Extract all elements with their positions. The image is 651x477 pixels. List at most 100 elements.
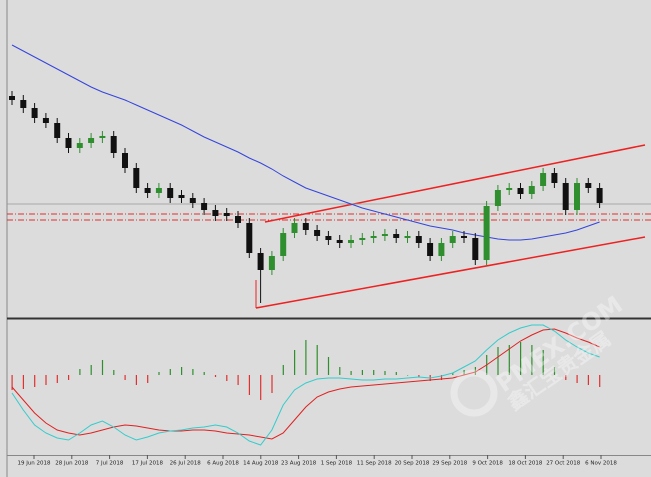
histogram-bar bbox=[45, 375, 47, 385]
candle-body bbox=[540, 173, 547, 186]
histogram-bar bbox=[350, 371, 352, 375]
candle-body bbox=[155, 188, 162, 193]
candle-body bbox=[449, 236, 456, 243]
candle-body bbox=[325, 236, 332, 240]
candle-body bbox=[494, 190, 501, 206]
candle-body bbox=[99, 136, 106, 138]
candle-body bbox=[167, 188, 174, 198]
histogram-bar bbox=[101, 360, 104, 375]
candle-body bbox=[144, 188, 151, 193]
candle-body bbox=[596, 188, 603, 203]
candle-body bbox=[20, 100, 27, 108]
candle-body bbox=[517, 188, 524, 194]
candle-body bbox=[427, 243, 434, 256]
histogram-bar bbox=[282, 365, 284, 375]
histogram-bar bbox=[11, 375, 13, 390]
x-tick-label: 6 Nov 2018 bbox=[585, 461, 617, 467]
histogram-bar bbox=[565, 375, 567, 380]
x-tick-label: 26 Jul 2018 bbox=[170, 461, 202, 467]
x-tick-label: 18 Oct 2018 bbox=[508, 461, 543, 467]
candle-body bbox=[31, 108, 38, 118]
candle-body bbox=[201, 203, 208, 210]
candle-body bbox=[280, 233, 287, 256]
histogram-bar bbox=[508, 345, 510, 375]
histogram-bar bbox=[497, 347, 499, 375]
histogram-bar bbox=[226, 375, 228, 381]
candle-body bbox=[88, 138, 95, 143]
candle-body bbox=[189, 198, 196, 203]
candle-body bbox=[246, 223, 253, 253]
histogram-bar bbox=[68, 375, 70, 380]
histogram-bar bbox=[373, 370, 375, 375]
candle-body bbox=[110, 136, 117, 153]
histogram-bar bbox=[395, 372, 397, 375]
histogram-bar bbox=[474, 367, 476, 375]
candle-body bbox=[585, 183, 592, 188]
channel-lower bbox=[255, 236, 646, 309]
histogram-bar bbox=[316, 345, 318, 375]
histogram-bar bbox=[418, 375, 420, 377]
histogram-bar bbox=[237, 375, 239, 385]
signal-line bbox=[11, 324, 600, 446]
candle-body bbox=[461, 236, 467, 238]
x-tick-label: 17 Jul 2018 bbox=[132, 461, 164, 467]
candle-body bbox=[223, 213, 230, 216]
histogram-bar bbox=[271, 375, 273, 393]
candle-body bbox=[133, 168, 140, 188]
candle-body bbox=[528, 186, 535, 194]
x-tick-label: 7 Jul 2018 bbox=[96, 461, 124, 467]
histogram-bar bbox=[553, 367, 556, 375]
moving-average bbox=[11, 44, 600, 241]
x-tick-label: 19 Jun 2018 bbox=[17, 461, 51, 467]
x-tick-label: 1 Sep 2018 bbox=[321, 461, 353, 467]
histogram-bar bbox=[463, 370, 465, 375]
histogram-bar bbox=[192, 369, 194, 375]
histogram-bar bbox=[181, 367, 183, 375]
candle-body bbox=[370, 236, 377, 238]
candle-body bbox=[415, 236, 422, 243]
histogram-bar bbox=[407, 375, 409, 376]
histogram-bar bbox=[599, 375, 601, 387]
histogram-bar bbox=[203, 372, 205, 375]
histogram-bar bbox=[339, 367, 341, 375]
candle-body bbox=[212, 210, 219, 216]
candle-body bbox=[438, 243, 445, 256]
histogram-bar bbox=[305, 340, 307, 375]
candle-body bbox=[302, 223, 309, 230]
candle-body bbox=[348, 240, 354, 243]
x-tick-label: 23 Aug 2018 bbox=[281, 461, 317, 467]
candle-body bbox=[122, 153, 128, 168]
candle-body bbox=[574, 183, 580, 210]
histogram-bar bbox=[147, 375, 149, 383]
x-tick-label: 11 Sep 2018 bbox=[357, 461, 392, 467]
histogram-bar bbox=[260, 375, 262, 400]
candle-body bbox=[268, 256, 275, 270]
candle-body bbox=[9, 96, 15, 100]
candle-body bbox=[483, 206, 490, 260]
histogram-bar bbox=[124, 375, 126, 380]
x-tick-label: 14 Aug 2018 bbox=[243, 461, 279, 467]
histogram-bar bbox=[22, 375, 24, 389]
candle-body bbox=[393, 234, 400, 238]
candle-body bbox=[54, 123, 61, 138]
candle-body bbox=[336, 240, 343, 243]
histogram-bar bbox=[520, 342, 522, 375]
histogram-bar bbox=[576, 375, 578, 383]
histogram-bar bbox=[90, 365, 92, 375]
channel-upper bbox=[264, 144, 646, 223]
candle-body bbox=[257, 253, 264, 270]
histogram-bar bbox=[452, 373, 454, 375]
histogram-bar bbox=[542, 350, 544, 375]
histogram-bar bbox=[56, 375, 58, 383]
histogram-bar bbox=[587, 375, 589, 385]
candle-body bbox=[472, 238, 479, 260]
histogram-bar bbox=[169, 369, 171, 375]
candle-body bbox=[65, 138, 72, 148]
histogram-bar bbox=[384, 371, 386, 375]
histogram-bar bbox=[327, 357, 330, 375]
histogram-bar bbox=[361, 370, 363, 375]
histogram-bar bbox=[34, 375, 36, 387]
x-tick-label: 9 Oct 2018 bbox=[472, 461, 503, 467]
